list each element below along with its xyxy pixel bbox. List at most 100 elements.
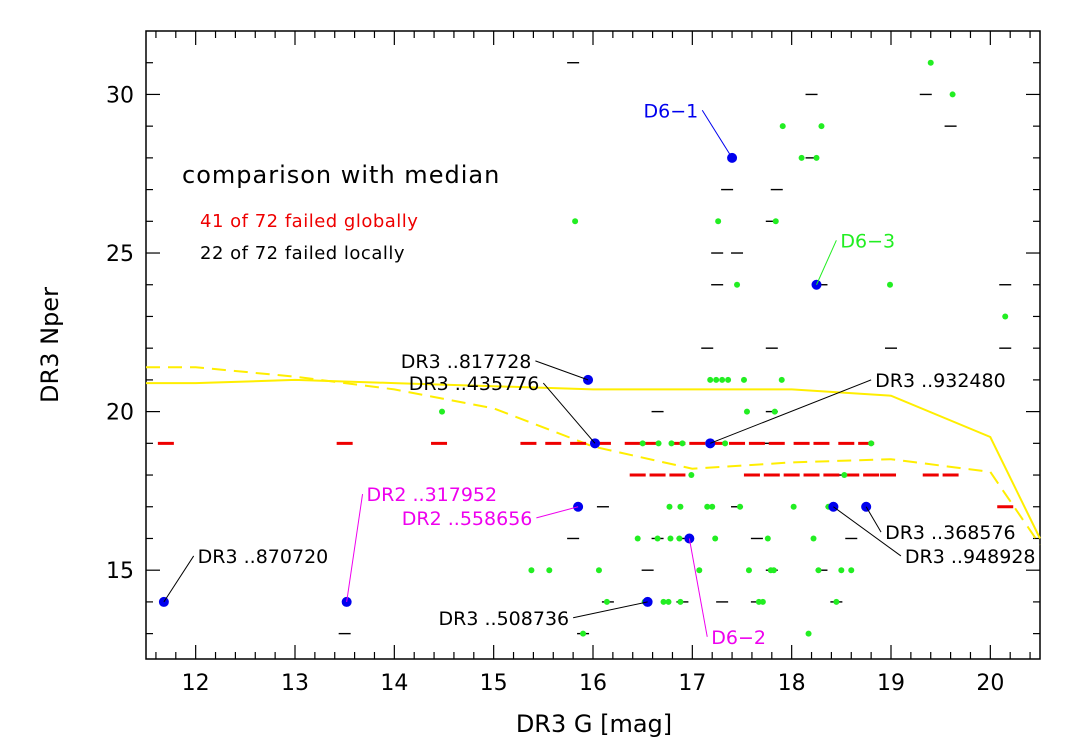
green-point: [764, 535, 771, 542]
green-point: [841, 472, 848, 479]
green-point: [660, 598, 667, 605]
point-label: DR3 ..368576: [885, 522, 1016, 544]
green-point: [572, 218, 579, 225]
point-label: D6−1: [644, 100, 699, 122]
annotation-title: comparison with median: [182, 161, 500, 189]
green-point: [798, 154, 805, 161]
green-point: [848, 567, 855, 574]
y-axis-label: DR3 Nper: [36, 287, 64, 403]
green-point: [546, 567, 553, 574]
green-point: [666, 503, 673, 510]
green-point: [668, 440, 675, 447]
leader-line: [865, 506, 882, 533]
x-axis-label: DR3 G [mag]: [516, 710, 672, 738]
green-point: [603, 598, 610, 605]
point-label: DR3 ..870720: [198, 546, 329, 568]
green-point: [949, 91, 956, 98]
green-point: [868, 440, 875, 447]
point-label: D6−3: [840, 230, 895, 252]
leader-line: [542, 382, 596, 444]
green-point: [634, 535, 641, 542]
point-label: DR3 ..508736: [439, 608, 570, 630]
green-point: [719, 376, 726, 383]
green-point: [667, 535, 674, 542]
green-point: [528, 567, 535, 574]
green-point: [813, 154, 820, 161]
point-label: DR2 ..558656: [402, 508, 533, 530]
green-point: [712, 535, 719, 542]
green-point: [639, 440, 646, 447]
green-point: [439, 408, 446, 415]
leader-line: [701, 110, 733, 159]
green-point: [677, 598, 684, 605]
leader-line: [163, 555, 195, 603]
leader-line: [816, 240, 837, 285]
green-point: [665, 598, 672, 605]
median-curves: [146, 366, 1041, 546]
x-tick-label: 18: [778, 671, 806, 696]
green-point: [713, 376, 720, 383]
green-point: [707, 376, 714, 383]
green-point: [580, 630, 587, 637]
marks-layer: [157, 59, 1014, 637]
green-point: [1002, 313, 1009, 320]
x-tick-label: 17: [678, 671, 706, 696]
green-point: [696, 567, 703, 574]
leader-line: [536, 506, 579, 519]
annotation-global-fail: 41 of 72 failed globally: [200, 211, 418, 232]
point-label: D6−2: [711, 627, 766, 649]
x-tick-label: 13: [281, 671, 309, 696]
green-point: [770, 567, 777, 574]
green-point: [790, 503, 797, 510]
leader-line: [688, 538, 708, 637]
green-point: [745, 567, 752, 574]
green-point: [704, 503, 711, 510]
y-tick-label: 15: [106, 559, 134, 584]
leader-line: [573, 601, 648, 619]
green-point: [734, 281, 741, 288]
green-point: [740, 376, 747, 383]
green-point: [759, 598, 766, 605]
point-label: DR2 ..317952: [367, 484, 498, 506]
y-tick-label: 25: [106, 242, 134, 267]
green-point: [688, 472, 695, 479]
median-curve-solid: [146, 378, 1041, 539]
green-point: [655, 440, 662, 447]
green-point: [709, 503, 716, 510]
point-label: DR3 ..932480: [875, 370, 1006, 392]
green-point: [676, 535, 683, 542]
x-tick-label: 16: [579, 671, 607, 696]
x-tick-label: 19: [877, 671, 905, 696]
leader-line: [833, 506, 902, 557]
green-point: [838, 567, 845, 574]
green-point: [722, 440, 729, 447]
median-curve-dashed: [146, 366, 1041, 546]
green-point: [679, 440, 686, 447]
point-label: DR3 ..817728: [401, 351, 532, 373]
green-point: [715, 218, 722, 225]
green-point: [737, 503, 744, 510]
green-point: [654, 535, 661, 542]
leader-line: [710, 379, 872, 444]
point-label: DR3 ..435776: [409, 373, 540, 395]
green-point: [818, 123, 825, 130]
axes-layer: 12 13 14 15 16 17 18 19 20 15 20 25 30: [106, 30, 1041, 696]
green-point: [779, 123, 786, 130]
green-point: [805, 630, 812, 637]
green-point: [887, 281, 894, 288]
x-tick-label: 20: [976, 671, 1004, 696]
green-point: [771, 408, 778, 415]
x-tick-label: 15: [480, 671, 508, 696]
green-point: [833, 598, 840, 605]
y-tick-label: 30: [106, 83, 134, 108]
green-point: [677, 503, 684, 510]
x-tick-label: 14: [380, 671, 408, 696]
point-label: DR3 ..948928: [905, 546, 1036, 568]
annotation-local-fail: 22 of 72 failed locally: [200, 243, 405, 264]
green-point: [725, 376, 732, 383]
x-tick-label: 12: [182, 671, 210, 696]
green-point: [743, 408, 750, 415]
y-tick-label: 20: [106, 401, 134, 426]
green-point: [927, 59, 934, 66]
